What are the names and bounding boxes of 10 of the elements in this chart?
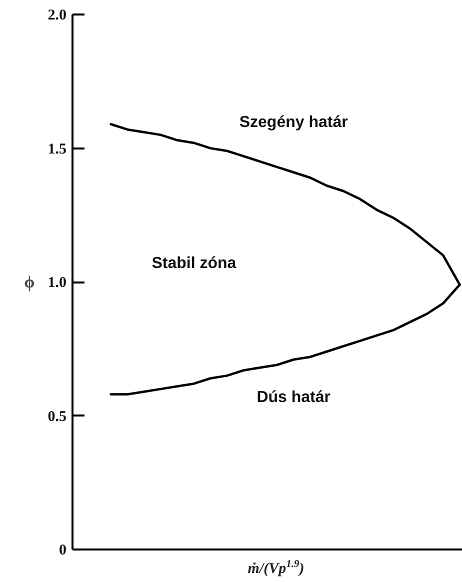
y-tick-label: 0 <box>59 542 66 558</box>
y-tick-label: 0.5 <box>48 408 66 425</box>
series-label: Dús határ <box>256 389 330 406</box>
y-tick-label: 2.0 <box>48 8 66 24</box>
series-label: Szegény határ <box>239 114 348 131</box>
x-axis-title: ṁ/(Vp$^{1.9}$) <box>248 559 304 577</box>
y-tick-label: 1.0 <box>48 275 66 291</box>
y-tick-label: 1.5 <box>48 141 66 158</box>
annotation: Stabil zóna <box>152 254 236 272</box>
y-axis-title: ϕ <box>24 272 35 292</box>
